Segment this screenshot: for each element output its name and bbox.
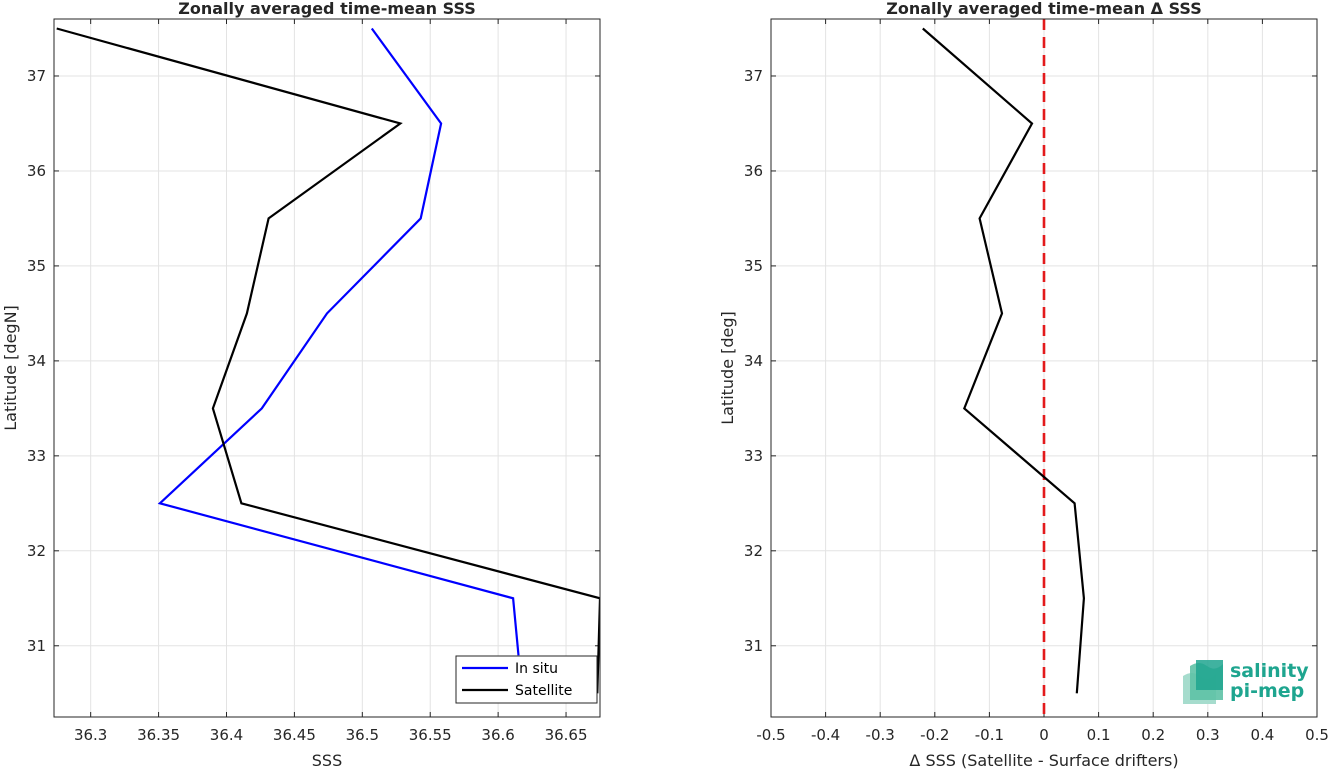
sss-y-tick-label: 36 — [27, 162, 46, 180]
sss-y-tick-label: 35 — [27, 257, 46, 275]
delta-y-tick-label: 33 — [744, 447, 763, 465]
delta-x-tick-label: -0.1 — [975, 726, 1004, 744]
delta-series-line — [922, 27, 1086, 694]
sss-y-axis-label: Latitude [degN] — [1, 305, 20, 431]
sss-axes-box — [53, 18, 601, 718]
delta-y-axis-label: Latitude [deg] — [718, 311, 737, 425]
delta-x-tick-label: -0.4 — [811, 726, 840, 744]
legend-satellite-label: Satellite — [515, 683, 572, 699]
salinity-pi-mep-logo: salinity pi-mep — [1183, 660, 1309, 704]
sss-axes-background — [54, 19, 600, 717]
delta-y-tick-label: 35 — [744, 257, 763, 275]
sss-x-tick-label: 36.6 — [481, 726, 514, 744]
delta-x-tick-label: 0.1 — [1087, 726, 1111, 744]
delta-axes-box — [770, 18, 1318, 718]
logo-text-pi-mep: pi-mep — [1230, 680, 1304, 702]
satellite-series-line — [56, 27, 600, 694]
sss-y-tick-label: 34 — [27, 352, 46, 370]
sss-ticks: 36.3 36.35 36.4 36.45 36.5 36.55 36.6 36.65 31 32… — [27, 19, 600, 744]
sss-x-axis-label: SSS — [312, 751, 342, 769]
sss-chart-title: Zonally averaged time-mean SSS — [178, 0, 476, 18]
sss-x-tick-label: 36.3 — [74, 726, 107, 744]
sss-x-tick-label: 36.5 — [346, 726, 379, 744]
legend: In situ Satellite — [455, 655, 598, 704]
delta-y-tick-label: 37 — [744, 67, 763, 85]
sss-series — [56, 27, 600, 694]
in-situ-series-line — [157, 27, 520, 656]
delta-x-tick-label: 0.4 — [1250, 726, 1274, 744]
delta-y-tick-label: 32 — [744, 542, 763, 560]
delta-x-tick-label: -0.2 — [920, 726, 949, 744]
logo-text-salinity: salinity — [1230, 660, 1309, 682]
sss-y-tick-label: 33 — [27, 447, 46, 465]
delta-y-tick-label: 31 — [744, 637, 763, 655]
legend-in-situ-label: In situ — [515, 661, 558, 677]
sss-grid — [54, 19, 600, 717]
sss-x-tick-label: 36.65 — [545, 726, 588, 744]
sss-x-tick-label: 36.4 — [210, 726, 243, 744]
delta-x-tick-label: -0.3 — [866, 726, 895, 744]
sss-x-tick-label: 36.45 — [273, 726, 316, 744]
delta-x-axis-label: Δ SSS (Satellite - Surface drifters) — [909, 751, 1178, 769]
delta-x-tick-label: 0.3 — [1196, 726, 1220, 744]
sss-y-tick-label: 37 — [27, 67, 46, 85]
delta-x-tick-label: 0 — [1039, 726, 1049, 744]
delta-chart-title: Zonally averaged time-mean Δ SSS — [886, 0, 1202, 18]
delta-x-tick-label: 0.5 — [1305, 726, 1329, 744]
delta-x-tick-label: -0.5 — [756, 726, 785, 744]
sss-y-tick-label: 32 — [27, 542, 46, 560]
wave-logo-icon — [1183, 660, 1223, 704]
sss-x-tick-label: 36.35 — [137, 726, 180, 744]
delta-x-tick-label: 0.2 — [1141, 726, 1165, 744]
sss-y-tick-label: 31 — [27, 637, 46, 655]
sss-panel: 36.3 36.35 36.4 36.45 36.5 36.55 36.6 36.65 31 32… — [1, 0, 601, 769]
delta-y-tick-label: 34 — [744, 352, 763, 370]
delta-sss-panel: -0.5 -0.4 -0.3 -0.2 -0.1 0 0.1 0.2 0.3 0.4 0.5 31 32… — [718, 0, 1329, 769]
sss-x-tick-label: 36.55 — [409, 726, 452, 744]
delta-series — [922, 19, 1086, 717]
legend-box — [455, 655, 598, 704]
delta-y-tick-label: 36 — [744, 162, 763, 180]
